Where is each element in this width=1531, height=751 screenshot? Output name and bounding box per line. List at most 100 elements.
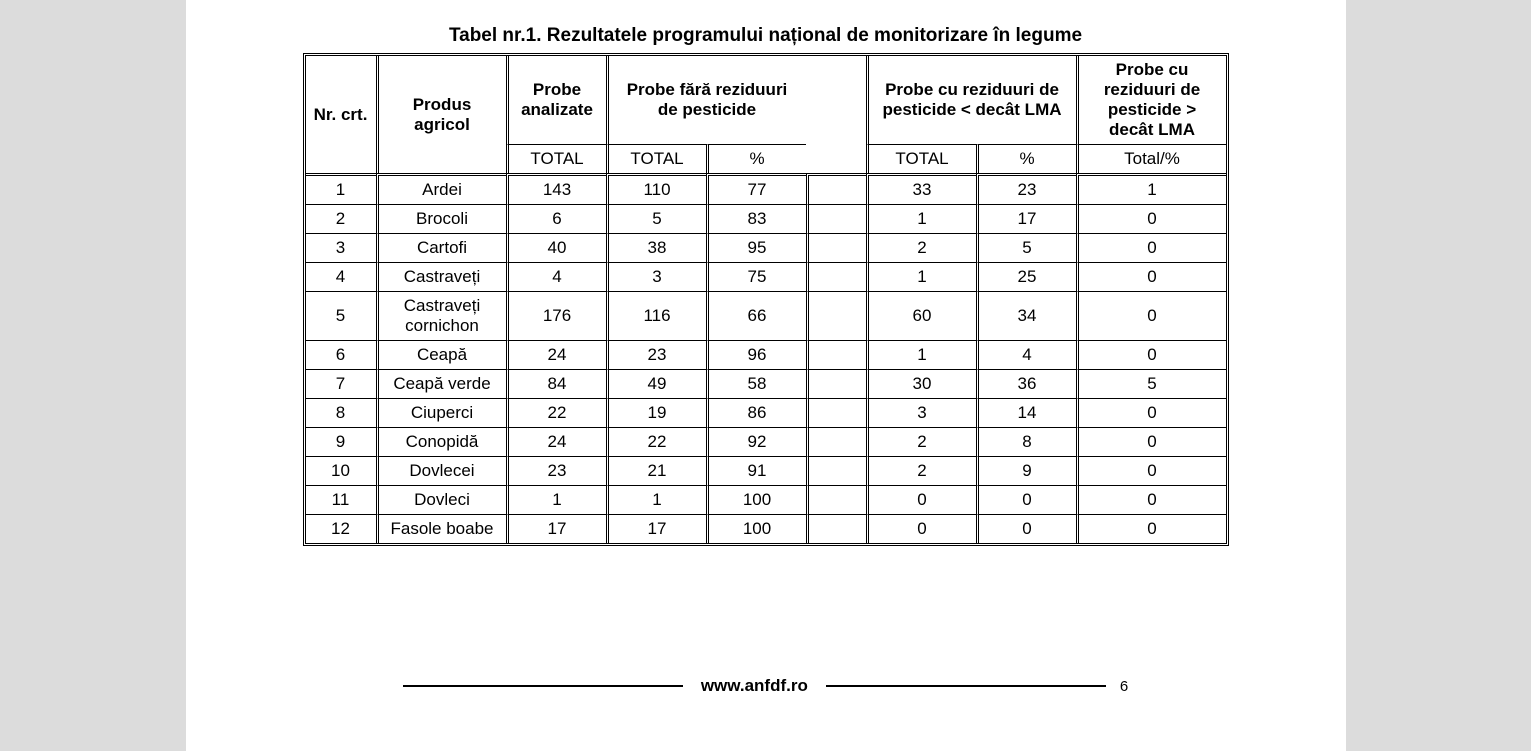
cell-analizate: 84	[506, 369, 606, 398]
cell-gap	[806, 456, 866, 485]
cell-lt-pct: 0	[976, 485, 1076, 514]
cell-lt-total: 2	[866, 427, 976, 456]
table-row: 7Ceapă verde84495830365	[306, 369, 1226, 398]
hdr-nr: Nr. crt.	[306, 56, 376, 173]
page-footer: www.anfdf.ro 6	[186, 676, 1346, 696]
cell-lt-pct: 4	[976, 340, 1076, 369]
cell-lt-total: 2	[866, 233, 976, 262]
cell-gap	[806, 514, 866, 543]
cell-fara-pct: 92	[706, 427, 806, 456]
cell-fara-total: 110	[606, 173, 706, 204]
cell-produs: Ceapă verde	[376, 369, 506, 398]
cell-lt-pct: 34	[976, 291, 1076, 340]
table-row: 4Castraveți43751250	[306, 262, 1226, 291]
cell-analizate: 17	[506, 514, 606, 543]
cell-gt: 0	[1076, 514, 1226, 543]
table-body: 1Ardei14311077332312Brocoli658311703Cart…	[306, 173, 1226, 543]
cell-produs: Fasole boabe	[376, 514, 506, 543]
cell-lt-pct: 25	[976, 262, 1076, 291]
cell-lt-total: 1	[866, 204, 976, 233]
cell-nr: 12	[306, 514, 376, 543]
cell-gap	[806, 262, 866, 291]
cell-gap	[806, 233, 866, 262]
cell-gt: 0	[1076, 427, 1226, 456]
cell-lt-total: 33	[866, 173, 976, 204]
cell-nr: 4	[306, 262, 376, 291]
cell-fara-pct: 58	[706, 369, 806, 398]
table-title: Tabel nr.1. Rezultatele programului nați…	[236, 25, 1296, 47]
table-row: 11Dovleci11100000	[306, 485, 1226, 514]
sub-lt-pct: %	[976, 144, 1076, 173]
cell-lt-pct: 5	[976, 233, 1076, 262]
cell-analizate: 1	[506, 485, 606, 514]
footer-line-right	[826, 685, 1106, 687]
cell-produs: Castraveți	[376, 262, 506, 291]
cell-fara-pct: 86	[706, 398, 806, 427]
hdr-cu-gt: Probe cu reziduuri de pesticide > decât …	[1076, 56, 1226, 144]
cell-lt-total: 2	[866, 456, 976, 485]
cell-fara-pct: 96	[706, 340, 806, 369]
cell-lt-total: 30	[866, 369, 976, 398]
table-row: 2Brocoli65831170	[306, 204, 1226, 233]
cell-produs: Ceapă	[376, 340, 506, 369]
cell-lt-pct: 8	[976, 427, 1076, 456]
cell-fara-total: 1	[606, 485, 706, 514]
hdr-produs: Produs agricol	[376, 56, 506, 173]
cell-produs: Cartofi	[376, 233, 506, 262]
table-row: 1Ardei1431107733231	[306, 173, 1226, 204]
page-number: 6	[1120, 678, 1128, 695]
cell-gap	[806, 398, 866, 427]
cell-gap	[806, 369, 866, 398]
cell-analizate: 24	[506, 427, 606, 456]
cell-fara-total: 22	[606, 427, 706, 456]
hdr-analizate: Probe analizate	[506, 56, 606, 144]
cell-analizate: 40	[506, 233, 606, 262]
cell-fara-pct: 100	[706, 514, 806, 543]
cell-fara-total: 116	[606, 291, 706, 340]
data-table: Nr. crt. Produs agricol Probe analizate …	[303, 53, 1229, 546]
table-row: 8Ciuperci2219863140	[306, 398, 1226, 427]
cell-gt: 1	[1076, 173, 1226, 204]
cell-fara-pct: 95	[706, 233, 806, 262]
cell-fara-total: 19	[606, 398, 706, 427]
cell-nr: 7	[306, 369, 376, 398]
cell-gt: 0	[1076, 262, 1226, 291]
cell-lt-pct: 36	[976, 369, 1076, 398]
cell-fara-total: 23	[606, 340, 706, 369]
cell-nr: 11	[306, 485, 376, 514]
cell-analizate: 143	[506, 173, 606, 204]
cell-fara-total: 3	[606, 262, 706, 291]
table-row: 6Ceapă242396140	[306, 340, 1226, 369]
footer-line-left	[403, 685, 683, 687]
sub-fara-pct: %	[706, 144, 806, 173]
cell-fara-pct: 100	[706, 485, 806, 514]
cell-gt: 0	[1076, 204, 1226, 233]
cell-gap	[806, 427, 866, 456]
cell-gap	[806, 204, 866, 233]
cell-fara-pct: 75	[706, 262, 806, 291]
cell-fara-pct: 83	[706, 204, 806, 233]
cell-gt: 0	[1076, 398, 1226, 427]
cell-gap	[806, 173, 866, 204]
table-row: 10Dovlecei232191290	[306, 456, 1226, 485]
cell-fara-total: 38	[606, 233, 706, 262]
hdr-cu-lt: Probe cu reziduuri de pesticide < decât …	[866, 56, 1076, 144]
cell-analizate: 4	[506, 262, 606, 291]
cell-lt-pct: 23	[976, 173, 1076, 204]
cell-lt-total: 3	[866, 398, 976, 427]
cell-nr: 5	[306, 291, 376, 340]
cell-fara-pct: 77	[706, 173, 806, 204]
table-row: 5Castraveți cornichon1761166660340	[306, 291, 1226, 340]
cell-nr: 8	[306, 398, 376, 427]
cell-analizate: 24	[506, 340, 606, 369]
document-page: Tabel nr.1. Rezultatele programului nați…	[186, 0, 1346, 751]
cell-gt: 0	[1076, 485, 1226, 514]
table-row: 3Cartofi403895250	[306, 233, 1226, 262]
cell-produs: Ciuperci	[376, 398, 506, 427]
cell-nr: 10	[306, 456, 376, 485]
cell-nr: 9	[306, 427, 376, 456]
cell-lt-total: 1	[866, 340, 976, 369]
cell-produs: Brocoli	[376, 204, 506, 233]
cell-gt: 5	[1076, 369, 1226, 398]
hdr-fara: Probe fără reziduuri de pesticide	[606, 56, 806, 144]
